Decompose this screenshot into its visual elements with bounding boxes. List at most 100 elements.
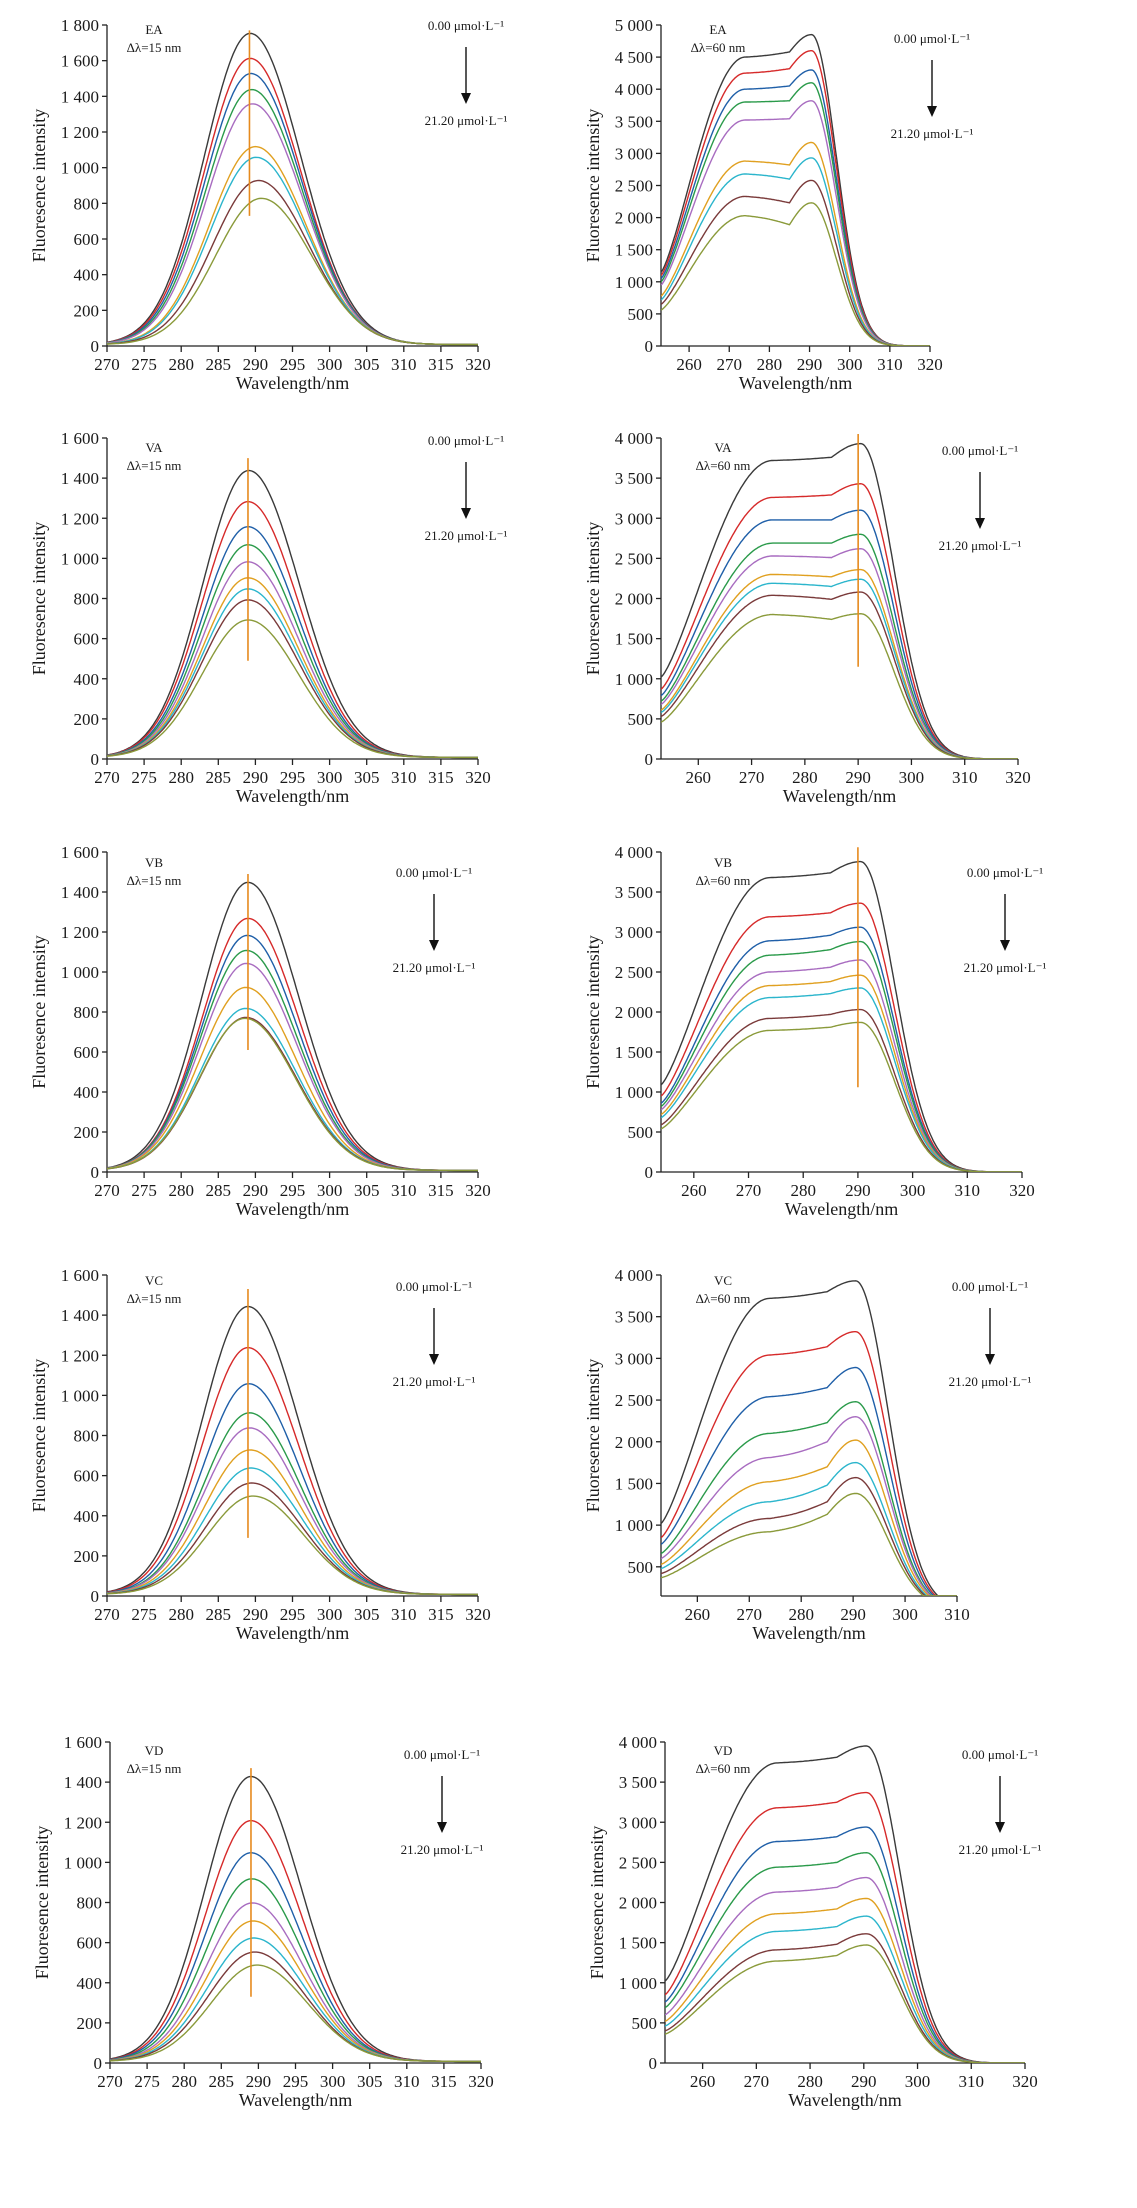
x-tick-label: 280: [790, 1181, 816, 1200]
compound-label: VC: [714, 1273, 732, 1288]
compound-label: VD: [145, 1743, 164, 1758]
delta-lambda-label: Δλ=15 nm: [127, 458, 182, 473]
concentration-end-label: 21.20 μmol·L⁻¹: [393, 960, 476, 975]
y-tick-label: 0: [94, 2054, 103, 2073]
series-line-21.20: [665, 1944, 1025, 2063]
x-tick-label: 270: [717, 355, 743, 374]
x-tick-label: 315: [428, 1605, 454, 1624]
series-line-21.20: [107, 1495, 478, 1596]
x-tick-label: 320: [465, 355, 491, 374]
chart-panel-VA-15: 0 200 400 600 800 1 000 1 200 1 400 1 600 270 275 2…: [29, 429, 507, 806]
x-tick-label: 290: [246, 2072, 272, 2091]
series-line-c6: [661, 974, 1022, 1172]
delta-lambda-label: Δλ=60 nm: [696, 873, 751, 888]
y-tick-label: 1 000: [61, 963, 99, 982]
x-axis-title: Wavelength/nm: [236, 373, 350, 393]
y-tick-label: 200: [74, 1123, 100, 1142]
y-tick-label: 1 600: [64, 1733, 102, 1752]
concentration-start-label: 0.00 μmol·L⁻¹: [962, 1747, 1038, 1762]
concentration-end-label: 21.20 μmol·L⁻¹: [425, 528, 508, 543]
series-line-21.20: [661, 202, 930, 346]
y-tick-label: 2 000: [615, 209, 653, 228]
series-line-c4: [110, 1878, 481, 2063]
x-tick-label: 305: [357, 2072, 383, 2091]
y-tick-label: 2 500: [615, 1391, 653, 1410]
x-tick-label: 260: [690, 2072, 716, 2091]
x-tick-label: 275: [131, 768, 157, 787]
x-axis-title: Wavelength/nm: [785, 1199, 899, 1219]
x-tick-label: 300: [317, 1181, 343, 1200]
y-tick-label: 1 200: [64, 1813, 102, 1832]
chart-panel-VB-15: 0 200 400 600 800 1 000 1 200 1 400 1 600 270 275 2…: [29, 843, 491, 1219]
y-tick-label: 600: [74, 230, 100, 249]
y-tick-label: 2 000: [615, 1003, 653, 1022]
x-tick-label: 290: [243, 355, 269, 374]
delta-lambda-label: Δλ=15 nm: [127, 40, 182, 55]
delta-lambda-label: Δλ=60 nm: [696, 1291, 751, 1306]
compound-label: EA: [145, 22, 163, 37]
x-tick-label: 300: [317, 355, 343, 374]
compound-label: VB: [714, 855, 732, 870]
y-tick-label: 1 600: [61, 1266, 99, 1285]
y-tick-label: 4 500: [615, 48, 653, 67]
series-group: [665, 1745, 1025, 2063]
x-tick-label: 270: [736, 1181, 762, 1200]
y-tick-label: 3 000: [619, 1813, 657, 1832]
concentration-start-label: 0.00 μmol·L⁻¹: [952, 1279, 1028, 1294]
y-axis-title: Fluoresence intensity: [583, 109, 603, 262]
y-tick-label: 1 000: [61, 549, 99, 568]
series-line-c6: [107, 145, 478, 346]
series-line-c5: [107, 1427, 478, 1596]
y-axis-title: Fluoresence intensity: [29, 109, 49, 262]
chart-panel-VA-60: 0 500 1 000 1 500 2 000 2 500 3 000 3 500 4 000 2…: [583, 429, 1031, 806]
y-tick-label: 200: [77, 2014, 103, 2033]
arrow-down-icon: [429, 1354, 439, 1365]
y-tick-label: 0: [645, 337, 654, 356]
y-tick-label: 1 600: [61, 52, 99, 71]
series-line-21.20: [107, 197, 478, 346]
delta-lambda-label: Δλ=60 nm: [696, 458, 751, 473]
series-line-21.20: [661, 1021, 1022, 1172]
y-tick-label: 500: [628, 710, 654, 729]
y-tick-label: 1 600: [61, 429, 99, 448]
series-line-21.20: [110, 1964, 481, 2063]
y-tick-label: 1 200: [61, 923, 99, 942]
x-tick-label: 320: [468, 2072, 494, 2091]
chart-panel-VC-15: 0 200 400 600 800 1 000 1 200 1 400 1 600 270 275 2…: [29, 1266, 491, 1643]
x-tick-label: 280: [168, 1605, 194, 1624]
y-tick-label: 2 500: [615, 549, 653, 568]
chart-panel-EA-60: 0 500 1 000 1 500 2 000 2 500 3 000 3 500 4 000 4…: [583, 16, 973, 393]
delta-lambda-label: Δλ=15 nm: [127, 1761, 182, 1776]
y-tick-label: 400: [74, 1083, 100, 1102]
x-tick-label: 300: [892, 1605, 918, 1624]
y-tick-label: 1 000: [615, 273, 653, 292]
concentration-end-label: 21.20 μmol·L⁻¹: [401, 1842, 484, 1857]
series-group: [107, 469, 478, 759]
y-tick-label: 1 200: [61, 1346, 99, 1365]
concentration-end-label: 21.20 μmol·L⁻¹: [425, 113, 508, 128]
series-group: [107, 1305, 478, 1596]
x-tick-label: 290: [243, 1605, 269, 1624]
x-tick-label: 280: [168, 768, 194, 787]
y-tick-label: 1 400: [61, 469, 99, 488]
x-axis-title: Wavelength/nm: [236, 1199, 350, 1219]
x-tick-label: 285: [206, 1605, 232, 1624]
x-tick-label: 270: [744, 2072, 770, 2091]
y-tick-label: 4 000: [615, 1266, 653, 1285]
arrow-down-icon: [975, 518, 985, 529]
y-tick-label: 0: [91, 1163, 100, 1182]
y-tick-label: 800: [74, 590, 100, 609]
y-tick-label: 1 200: [61, 509, 99, 528]
series-line-c8: [107, 1482, 478, 1596]
x-tick-label: 310: [944, 1605, 970, 1624]
x-tick-label: 310: [394, 2072, 420, 2091]
series-line-c2: [661, 482, 1018, 759]
arrow-down-icon: [461, 508, 471, 519]
y-tick-label: 3 500: [615, 112, 653, 131]
series-line-c8: [661, 1476, 957, 1596]
y-tick-label: 1 400: [61, 87, 99, 106]
x-tick-label: 310: [877, 355, 903, 374]
concentration-start-label: 0.00 μmol·L⁻¹: [396, 1279, 472, 1294]
y-tick-label: 2 000: [615, 1433, 653, 1452]
x-tick-label: 275: [131, 1605, 157, 1624]
